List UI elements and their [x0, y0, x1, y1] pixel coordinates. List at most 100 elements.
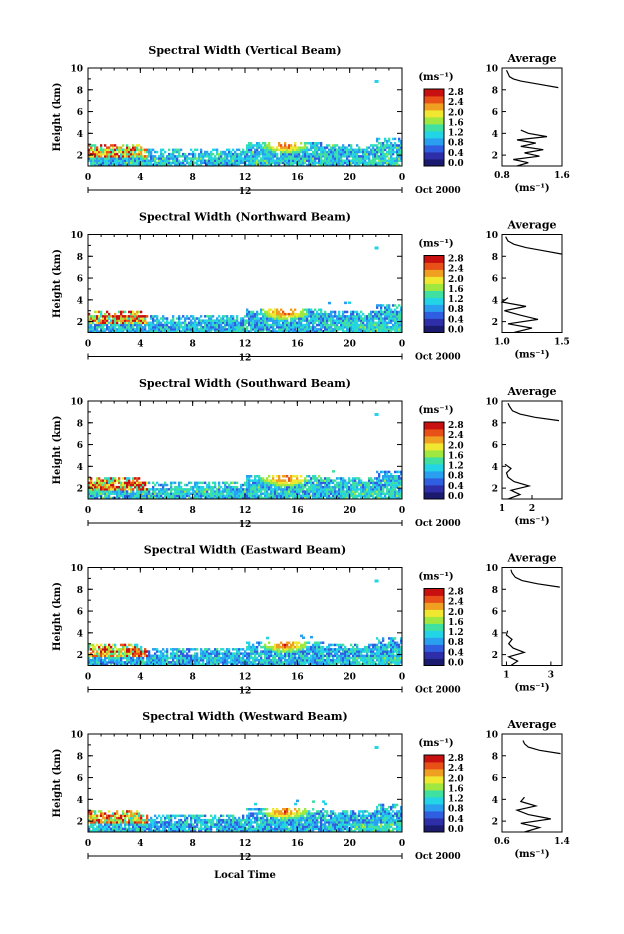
- heatmap-cell: [246, 144, 248, 146]
- heatmap-cell: [150, 157, 152, 159]
- heatmap-cell: [384, 157, 386, 159]
- heatmap-cell: [212, 650, 214, 652]
- heatmap-cell: [174, 155, 176, 157]
- heatmap-cell: [162, 493, 164, 495]
- heatmap-cell: [136, 149, 138, 151]
- y-tick-label: 10: [70, 231, 83, 241]
- heatmap-cell: [122, 322, 124, 324]
- heatmap-cell: [252, 322, 254, 324]
- heatmap-cell: [216, 648, 218, 650]
- heatmap-cell: [272, 475, 274, 477]
- heatmap-cell: [136, 488, 138, 490]
- heatmap-cell: [204, 657, 206, 659]
- heatmap-cell: [392, 482, 394, 484]
- heatmap-cell: [282, 324, 284, 326]
- heatmap-cell: [118, 157, 120, 159]
- heatmap-cell: [268, 309, 270, 311]
- heatmap-cell: [150, 322, 152, 324]
- heatmap-cell: [120, 317, 122, 319]
- heatmap-cell: [190, 486, 192, 488]
- heatmap-cell: [262, 157, 264, 159]
- heatmap-cell: [120, 324, 122, 326]
- heatmap-cell: [98, 157, 100, 159]
- heatmap-cell: [370, 493, 372, 495]
- heatmap-cell: [134, 650, 136, 652]
- heatmap-cell: [254, 313, 256, 315]
- heatmap-cell: [320, 324, 322, 326]
- heatmap-cell: [316, 317, 318, 319]
- heatmap-cell: [234, 160, 236, 162]
- heatmap-cell: [208, 315, 210, 317]
- heatmap-cell: [138, 144, 140, 146]
- heatmap-cell: [334, 484, 336, 486]
- heatmap-cell: [268, 484, 270, 486]
- heatmap-cell: [178, 315, 180, 317]
- heatmap-cell: [102, 149, 104, 151]
- heatmap-cell: [354, 326, 356, 328]
- heatmap-cell: [280, 146, 282, 148]
- heatmap-cell: [218, 153, 220, 155]
- heatmap-cell: [132, 657, 134, 659]
- heatmap-cell: [236, 482, 238, 484]
- heatmap-cell: [324, 146, 326, 148]
- heatmap-cell: [108, 151, 110, 153]
- heatmap-cell: [258, 322, 260, 324]
- heatmap-cell: [126, 146, 128, 148]
- heatmap-cells: [88, 246, 402, 332]
- heatmap-cell: [272, 477, 274, 479]
- heatmap-cell: [360, 315, 362, 317]
- heatmap-cell: [386, 160, 388, 162]
- heatmap-cell: [326, 317, 328, 319]
- heatmap-cell: [346, 326, 348, 328]
- heatmap-cell: [266, 488, 268, 490]
- heatmap-cell: [192, 157, 194, 159]
- heatmap-cell: [268, 149, 270, 151]
- heatmap-cell: [188, 157, 190, 159]
- heatmap-cell: [98, 155, 100, 157]
- heatmap-cell: [398, 311, 400, 313]
- heatmap-cell: [112, 493, 114, 495]
- heatmap-cell: [286, 490, 288, 492]
- heatmap-cell: [322, 488, 324, 490]
- heatmap-cell: [396, 326, 398, 328]
- heatmap-cell: [256, 146, 258, 148]
- heatmap-cell: [375, 413, 379, 416]
- heatmap-cell: [92, 144, 94, 146]
- heatmap-cell: [318, 157, 320, 159]
- profile-line-lower: [502, 298, 538, 333]
- heatmap-cell: [220, 317, 222, 319]
- heatmap-cell: [364, 151, 366, 153]
- heatmap-cell: [128, 315, 130, 317]
- heatmap-cell: [382, 484, 384, 486]
- heatmap-cell: [218, 160, 220, 162]
- heatmap-cell: [204, 488, 206, 490]
- heatmap-cell: [114, 650, 116, 652]
- heatmap-cell: [194, 317, 196, 319]
- heatmap-cell: [270, 484, 272, 486]
- heatmap-cell: [124, 326, 126, 328]
- heatmap-cell: [200, 322, 202, 324]
- heatmap-cell: [324, 149, 326, 151]
- heatmap-cell: [90, 490, 92, 492]
- heatmap-cell: [266, 160, 268, 162]
- heatmap-cell: [212, 482, 214, 484]
- heatmap-cell: [136, 655, 138, 657]
- profile-x-tick-label: 1.5: [554, 338, 570, 348]
- heatmap-cell: [200, 151, 202, 153]
- heatmap-cell: [330, 490, 332, 492]
- heatmap-cell: [340, 315, 342, 317]
- heatmap-cell: [258, 317, 260, 319]
- heatmap-cell: [380, 482, 382, 484]
- heatmap-cell: [132, 659, 134, 661]
- heatmap-cell: [370, 486, 372, 488]
- heatmap-cell: [298, 479, 300, 481]
- heatmap-cell: [392, 146, 394, 148]
- heatmap-cell: [362, 488, 364, 490]
- heatmap-cell: [108, 646, 110, 648]
- heatmap-cell: [306, 475, 308, 477]
- heatmap-cell: [90, 146, 92, 148]
- heatmap-cell: [242, 652, 244, 654]
- heatmap-cell: [342, 493, 344, 495]
- heatmap-cell: [336, 317, 338, 319]
